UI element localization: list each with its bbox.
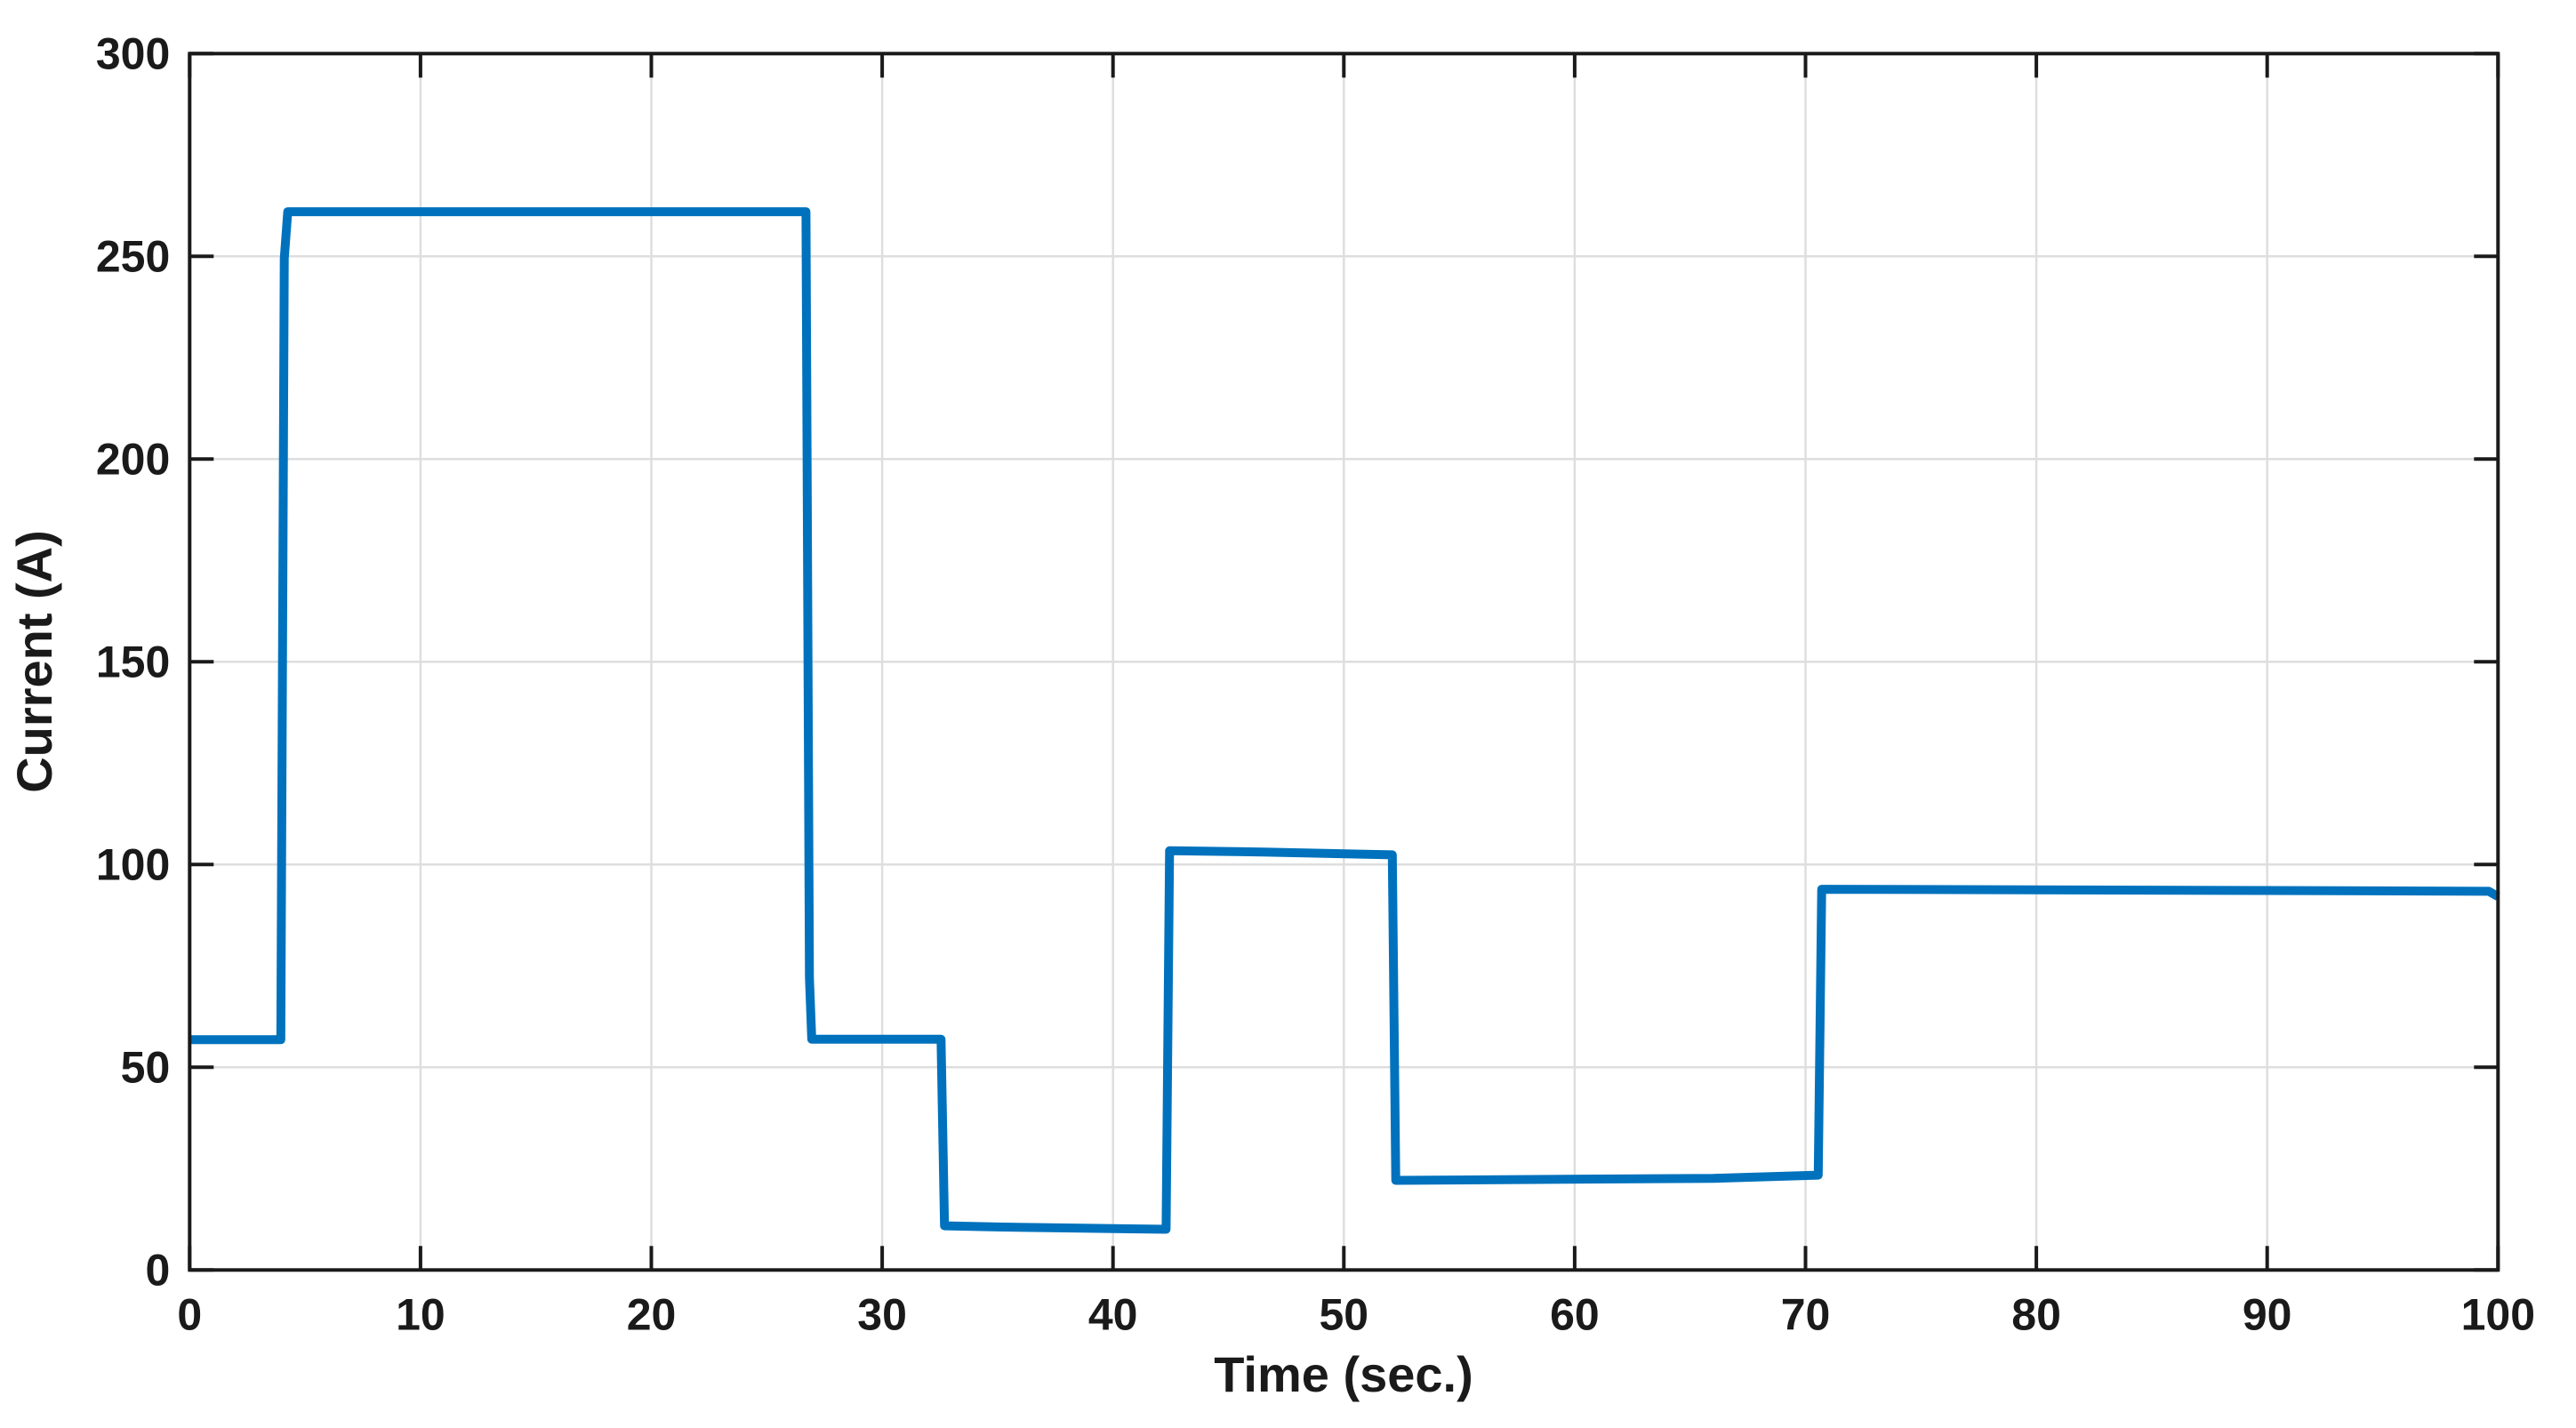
y-tick-label: 0 — [145, 1245, 170, 1295]
x-axis-label: Time (sec.) — [1214, 1346, 1473, 1402]
x-tick-label: 50 — [1319, 1289, 1368, 1339]
x-tick-label: 90 — [2243, 1289, 2292, 1339]
tick-label-layer: 0 10 20 30 40 50 60 70 80 90 100 0 50 100 150 200 250 300 — [96, 28, 2535, 1339]
y-tick-label: 50 — [121, 1042, 171, 1092]
y-tick-label: 100 — [96, 839, 170, 889]
x-tick-label: 20 — [627, 1289, 677, 1339]
grid-layer — [189, 53, 2499, 1271]
x-tick-label: 60 — [1550, 1289, 1600, 1339]
y-tick-label: 250 — [96, 231, 170, 281]
y-tick-label: 300 — [96, 28, 170, 78]
y-axis-label: Current (A) — [6, 530, 62, 793]
axes-box — [188, 52, 2500, 1272]
x-tick-label: 100 — [2461, 1289, 2535, 1339]
y-tick-label: 200 — [96, 434, 170, 484]
axis-box-layer — [188, 52, 2500, 1272]
x-tick-label: 30 — [857, 1289, 907, 1339]
x-tick-label: 10 — [396, 1289, 445, 1339]
x-tick-label: 0 — [177, 1289, 202, 1339]
x-tick-label: 80 — [2011, 1289, 2061, 1339]
y-tick-label: 150 — [96, 637, 170, 686]
x-tick-label: 70 — [1781, 1289, 1831, 1339]
x-tick-label: 40 — [1088, 1289, 1138, 1339]
series-line-current-profile — [189, 207, 2500, 1234]
series-layer — [189, 207, 2500, 1234]
